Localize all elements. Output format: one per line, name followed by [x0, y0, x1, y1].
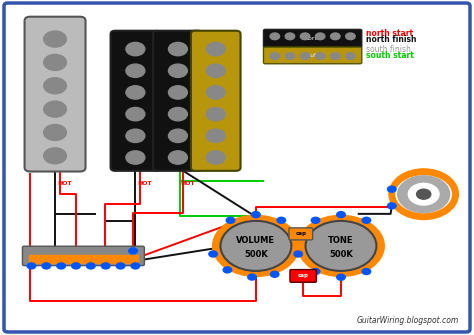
Circle shape — [252, 212, 260, 218]
Circle shape — [306, 221, 376, 271]
Text: north: north — [304, 36, 321, 41]
Circle shape — [270, 53, 280, 59]
FancyBboxPatch shape — [22, 246, 145, 266]
Bar — [29, 255, 138, 263]
Text: cap: cap — [295, 231, 306, 237]
Circle shape — [398, 176, 450, 212]
Circle shape — [72, 263, 80, 269]
Circle shape — [126, 151, 145, 164]
Circle shape — [168, 129, 187, 142]
Circle shape — [337, 212, 345, 218]
Text: cap: cap — [298, 273, 309, 278]
Text: HOT: HOT — [180, 181, 195, 186]
Circle shape — [44, 78, 66, 94]
Circle shape — [131, 263, 140, 269]
Circle shape — [168, 151, 187, 164]
Circle shape — [294, 251, 302, 257]
Circle shape — [408, 183, 439, 205]
Text: TONE: TONE — [328, 237, 354, 246]
Circle shape — [388, 203, 396, 209]
FancyBboxPatch shape — [264, 47, 362, 64]
Circle shape — [44, 148, 66, 164]
FancyBboxPatch shape — [153, 31, 203, 171]
Circle shape — [301, 33, 310, 40]
Circle shape — [270, 33, 280, 40]
FancyBboxPatch shape — [264, 29, 362, 48]
Circle shape — [346, 33, 355, 40]
Text: HOT: HOT — [57, 181, 72, 186]
Circle shape — [209, 251, 218, 257]
Circle shape — [330, 53, 340, 59]
Circle shape — [126, 43, 145, 56]
Circle shape — [337, 274, 345, 280]
Circle shape — [226, 217, 235, 223]
Circle shape — [206, 64, 225, 77]
Text: 500K: 500K — [329, 250, 353, 259]
Text: 500K: 500K — [244, 250, 268, 259]
Circle shape — [168, 108, 187, 121]
Circle shape — [298, 215, 384, 276]
Circle shape — [206, 129, 225, 142]
Circle shape — [206, 108, 225, 121]
Circle shape — [311, 269, 320, 274]
Circle shape — [316, 53, 325, 59]
Circle shape — [168, 86, 187, 99]
Circle shape — [362, 217, 371, 223]
Circle shape — [388, 186, 396, 192]
Circle shape — [168, 43, 187, 56]
Circle shape — [270, 271, 279, 277]
Text: south start: south start — [365, 51, 413, 60]
Circle shape — [285, 33, 295, 40]
Circle shape — [316, 33, 325, 40]
Circle shape — [206, 43, 225, 56]
Circle shape — [57, 263, 65, 269]
Circle shape — [223, 267, 232, 273]
Text: north finish: north finish — [365, 35, 416, 44]
Circle shape — [126, 129, 145, 142]
Circle shape — [285, 53, 295, 59]
Circle shape — [248, 274, 256, 280]
Circle shape — [297, 230, 305, 236]
Circle shape — [346, 53, 355, 59]
Circle shape — [277, 217, 285, 223]
Circle shape — [44, 101, 66, 117]
FancyBboxPatch shape — [289, 228, 313, 240]
Text: GuitarWiring.blogspot.com: GuitarWiring.blogspot.com — [357, 316, 459, 325]
FancyBboxPatch shape — [191, 31, 240, 171]
Circle shape — [213, 215, 299, 276]
Circle shape — [129, 248, 137, 254]
FancyBboxPatch shape — [4, 3, 470, 332]
Circle shape — [44, 125, 66, 140]
Circle shape — [220, 221, 292, 271]
Circle shape — [116, 263, 125, 269]
Circle shape — [206, 151, 225, 164]
Text: south finish: south finish — [365, 45, 410, 54]
FancyBboxPatch shape — [25, 17, 85, 172]
Circle shape — [42, 263, 51, 269]
Text: VOLUME: VOLUME — [237, 237, 275, 246]
Text: south: south — [304, 53, 321, 58]
Circle shape — [27, 263, 36, 269]
Circle shape — [87, 263, 95, 269]
Circle shape — [126, 108, 145, 121]
Circle shape — [44, 31, 66, 47]
Circle shape — [126, 64, 145, 77]
Text: north start: north start — [365, 29, 413, 38]
FancyBboxPatch shape — [290, 270, 317, 282]
Circle shape — [311, 217, 320, 223]
FancyBboxPatch shape — [110, 31, 160, 171]
Text: HOT: HOT — [138, 181, 152, 186]
Circle shape — [44, 54, 66, 70]
Circle shape — [330, 33, 340, 40]
Circle shape — [362, 269, 371, 274]
Circle shape — [417, 189, 431, 199]
Circle shape — [206, 86, 225, 99]
Circle shape — [126, 86, 145, 99]
Circle shape — [168, 64, 187, 77]
Circle shape — [301, 53, 310, 59]
Circle shape — [101, 263, 110, 269]
